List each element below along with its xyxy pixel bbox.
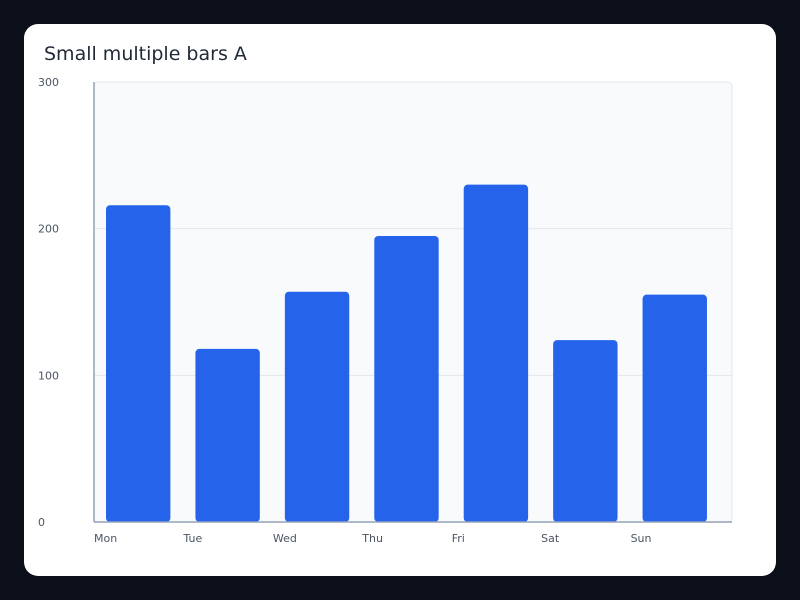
x-tick-label: Sat (541, 532, 560, 545)
y-tick-label: 100 (38, 369, 59, 382)
bar-tue (195, 348, 260, 522)
bar-thu (374, 236, 439, 522)
bars (106, 184, 707, 522)
x-tick-labels: Mon Tue Wed Thu Fri Sat Sun (94, 532, 652, 545)
x-tick-label: Wed (273, 532, 297, 545)
x-tick-label: Sun (631, 532, 652, 545)
y-tick-label: 0 (38, 516, 45, 529)
bar-wed (284, 291, 350, 522)
y-tick-labels: 0 100 200 300 (38, 76, 59, 529)
bar-chart: 0 100 200 300 Mon Tue Wed Thu Fri Sat Sun (38, 76, 733, 545)
chart-title: Small multiple bars A (44, 43, 247, 65)
bar-fri (463, 184, 529, 522)
chart-card: Small multiple bars A 0 100 200 300 Mon Tue W… (24, 24, 776, 576)
x-tick-label: Tue (182, 532, 202, 545)
y-tick-label: 300 (38, 76, 59, 89)
y-tick-label: 200 (38, 223, 59, 236)
bar-mon (106, 205, 171, 522)
bar-sat (553, 340, 618, 522)
x-tick-label: Thu (361, 532, 383, 545)
x-tick-label: Mon (94, 532, 117, 545)
x-tick-label: Fri (452, 532, 465, 545)
bar-sun (642, 294, 707, 522)
